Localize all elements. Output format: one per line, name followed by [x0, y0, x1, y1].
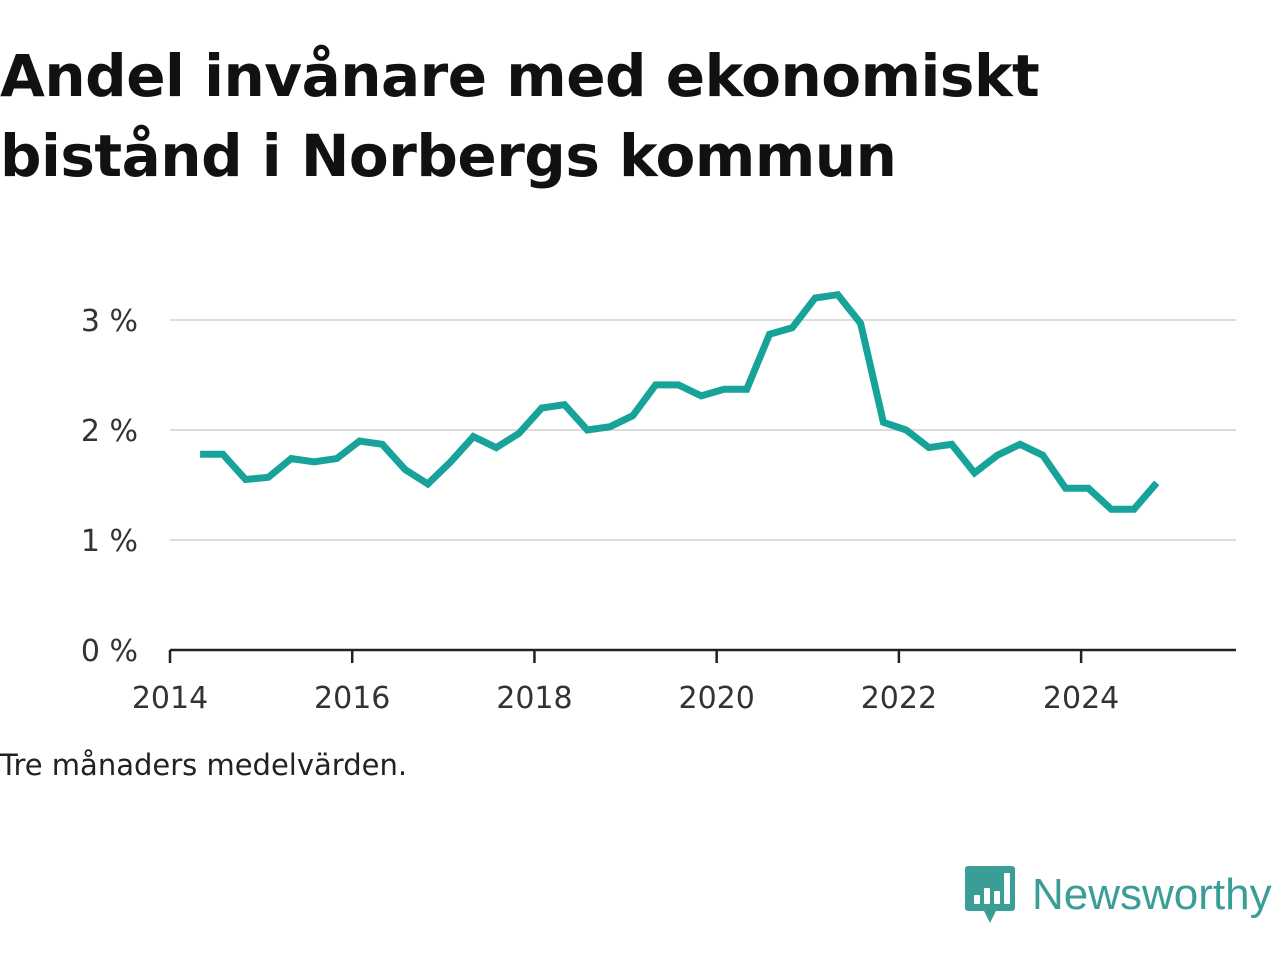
data-point [356, 437, 364, 445]
x-tick-label: 2024 [1043, 681, 1119, 716]
data-point [743, 385, 751, 393]
data-point [948, 440, 956, 448]
data-point [720, 385, 728, 393]
data-point [902, 426, 910, 434]
data-point [447, 458, 455, 466]
gridlines [170, 319, 1236, 541]
chart-title-line-1: Andel invånare med ekonomiskt [0, 42, 1040, 110]
data-point [1016, 440, 1024, 448]
data-point [219, 450, 227, 458]
data-point [492, 444, 500, 452]
data-point [652, 381, 660, 389]
data-point [583, 426, 591, 434]
x-tick-label: 2020 [678, 681, 754, 716]
data-point [378, 440, 386, 448]
data-point [333, 455, 341, 463]
data-point [310, 458, 318, 466]
data-point [196, 450, 204, 458]
line-chart: 0 % 1 % 2 % 3 % 2014 2016 2018 2020 2022 2024 [81, 290, 1236, 716]
data-point [879, 418, 887, 426]
y-tick-label: 1 % [81, 524, 138, 559]
data-point [515, 429, 523, 437]
data-point [925, 444, 933, 452]
chart-title-line-2: bistånd i Norbergs kommun [0, 122, 897, 190]
chart-footnote: Tre månaders medelvärden. [0, 748, 408, 782]
data-point [857, 319, 865, 327]
y-tick-label: 3 % [81, 304, 138, 339]
data-point [766, 330, 774, 338]
data-point [697, 392, 705, 400]
data-point [401, 466, 409, 474]
data-series [196, 290, 1161, 513]
data-point [242, 476, 250, 484]
data-point [811, 294, 819, 302]
data-point [674, 381, 682, 389]
x-axis-tick-labels: 2014 2016 2018 2020 2022 2024 [132, 681, 1119, 716]
y-tick-label: 0 % [81, 634, 138, 669]
data-point [1153, 479, 1161, 487]
data-point [1107, 505, 1115, 513]
data-point [264, 473, 272, 481]
x-tick-label: 2022 [861, 681, 937, 716]
data-point [993, 451, 1001, 459]
data-point [538, 404, 546, 412]
data-point [287, 455, 295, 463]
data-point [1130, 505, 1138, 513]
x-axis [168, 648, 1236, 663]
x-tick-label: 2018 [496, 681, 572, 716]
newsworthy-logo[interactable]: Newsworthy [964, 864, 1272, 926]
data-point [561, 401, 569, 409]
data-point [971, 469, 979, 477]
bar-chart-speech-bubble-icon [965, 866, 1015, 923]
data-point [629, 412, 637, 420]
y-tick-label: 2 % [81, 414, 138, 449]
data-point [469, 433, 477, 441]
data-point [834, 291, 842, 299]
data-point [788, 324, 796, 332]
series-line [200, 290, 1160, 513]
x-tick-label: 2014 [132, 681, 208, 716]
data-point [1084, 484, 1092, 492]
data-point [1039, 451, 1047, 459]
chart-title: Andel invånare med ekonomiskt bistånd i … [0, 36, 1240, 196]
x-tick-label: 2016 [314, 681, 390, 716]
brand-name: Newsworthy [1032, 870, 1272, 919]
data-point [606, 423, 614, 431]
data-point [1062, 484, 1070, 492]
data-point [424, 480, 432, 488]
y-axis-tick-labels: 0 % 1 % 2 % 3 % [81, 304, 138, 669]
